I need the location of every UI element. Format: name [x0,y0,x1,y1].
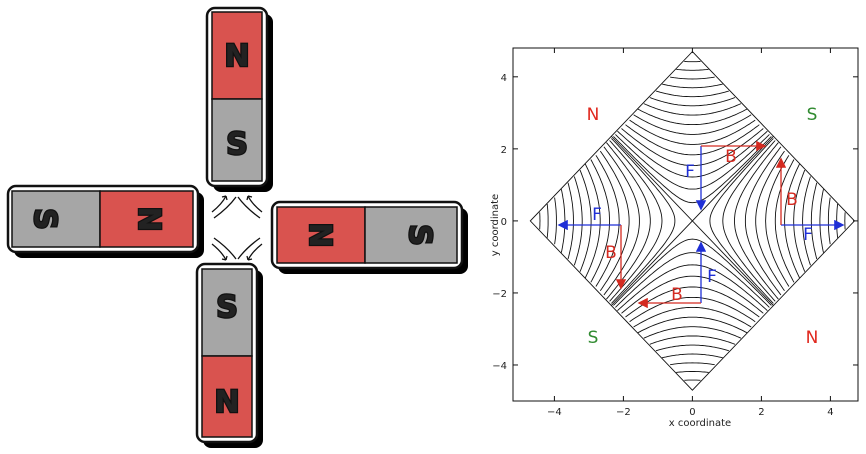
magnet-top: N S [205,6,273,192]
diamond-boundary [529,50,856,391]
field-line [617,264,768,312]
y-tick-label: 0 [501,217,507,228]
force-label-right: F [803,225,813,245]
axis-ticks: −4 −2 0 2 4 4 2 0 −2 −4 [492,48,858,418]
field-line [765,155,790,287]
field-line [637,316,748,334]
field-line [802,176,811,266]
field-line [590,159,610,283]
force-label-left: F [592,205,602,225]
magnet-arrangement: N S S N N S S N [6,6,468,448]
field-line [709,138,774,304]
magnet-left: S N [6,184,204,258]
field-line [567,182,574,260]
field-label-left: B [605,243,617,263]
x-tick-label: 4 [827,407,833,418]
field-line [670,362,715,366]
y-tick-label: −4 [492,361,507,372]
field-line [629,119,756,145]
y-tick-label: −2 [492,289,507,300]
magnet-bottom-outer-pole: N [214,385,239,420]
magnet-bottom-inner-pole: S [216,290,238,325]
magnet-right-outer-pole: S [402,224,437,246]
field-line [573,176,583,266]
field-line [625,124,760,156]
field-line [655,344,730,352]
field-line [676,371,709,373]
field-line [633,114,752,135]
field-line [755,150,785,291]
field-line [629,296,756,323]
field-line [621,128,764,167]
field-line [554,197,557,245]
field-line [827,197,831,245]
field-line [606,142,651,300]
field-line [670,76,715,80]
field-plot: −4 −2 0 2 4 4 2 0 −2 −4 x coordinate y coordinate… [490,47,859,429]
magnet-right: N S [270,200,468,274]
field-line [784,163,801,279]
pole-tag-top-left: N [587,105,600,125]
field-line [599,150,630,291]
separatrix-line [611,135,774,306]
field-line [649,335,736,345]
y-axis-label: y coordinate [490,194,501,256]
center-field-arrows [211,195,263,261]
field-line [643,326,742,339]
field-line [613,136,772,204]
force-arrows [557,146,845,303]
field-line [655,90,730,98]
magnet-top-inner-pole: S [226,127,248,162]
field-lines [529,50,856,391]
field-line [625,286,760,318]
field-line [819,189,824,253]
field-line [793,169,806,272]
field-line [676,68,709,71]
field-line [584,163,601,279]
field-line [661,83,723,89]
field-label-top: B [725,147,737,167]
field-label-right: B [786,190,798,210]
x-tick-label: 0 [689,407,695,418]
field-line [661,353,723,359]
y-tick-label: 2 [501,145,507,156]
field-line [643,103,742,116]
field-line [615,134,770,190]
magnet-bottom: S N [195,262,263,448]
x-tick-label: −2 [616,407,631,418]
magnet-left-inner-pole: N [131,206,166,231]
field-line [722,140,776,302]
field-line [546,203,549,238]
force-label-top: F [685,162,695,182]
y-tick-label: 4 [501,73,507,84]
magnet-left-outer-pole: S [27,208,62,230]
field-arrows [615,140,787,309]
field-line [609,140,663,302]
magnet-right-inner-pole: N [302,222,337,247]
field-line [734,142,779,300]
field-label-bottom: B [671,285,683,305]
pole-tag-bottom-right: N [806,328,819,348]
x-tick-label: 2 [758,407,764,418]
field-line [637,108,748,126]
field-line [774,159,795,283]
pole-tag-top-right: S [807,105,818,125]
pole-tag-bottom-left: S [588,328,599,348]
field-line [615,252,770,308]
field-line [579,169,592,272]
field-line [810,182,818,260]
magnet-top-outer-pole: N [224,39,249,74]
field-line [617,130,768,178]
field-line [633,306,752,328]
force-label-bottom: F [707,267,717,287]
field-line [621,275,764,314]
x-tick-label: −4 [547,407,562,418]
field-line [613,238,772,306]
field-line [649,97,736,107]
field-line [744,146,782,296]
field-line [595,155,620,287]
x-axis-label: x coordinate [669,418,731,429]
field-line [611,138,676,304]
